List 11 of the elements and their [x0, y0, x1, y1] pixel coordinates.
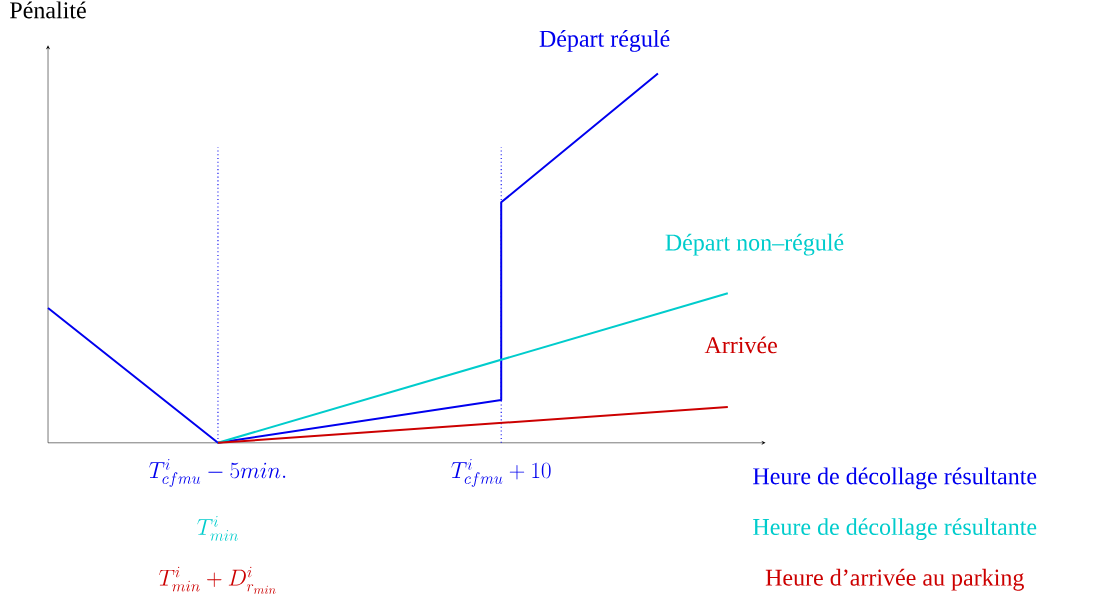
text: $T^i_{min}$: [197, 515, 238, 541]
x-tick-label: $T^i_{cfmu} - 5 min.$: [149, 458, 286, 487]
series-label: Départ régulé: [539, 29, 670, 52]
text: Départ non–régulé: [665, 233, 844, 256]
text: Arrivée: [704, 336, 777, 354]
x-axis-title: Heure de décollage résultante: [753, 467, 1037, 490]
y-axis-title: Pénalité: [10, 1, 86, 19]
text: $T^i_{min} + D^i_{r_{min}}$: [159, 566, 276, 594]
text: Heure de décollage résultante: [753, 518, 1037, 540]
x-tick-label: $T^i_{cfmu} + 10$: [451, 458, 551, 487]
text: Heure d’arrivée au parking: [765, 568, 1024, 591]
